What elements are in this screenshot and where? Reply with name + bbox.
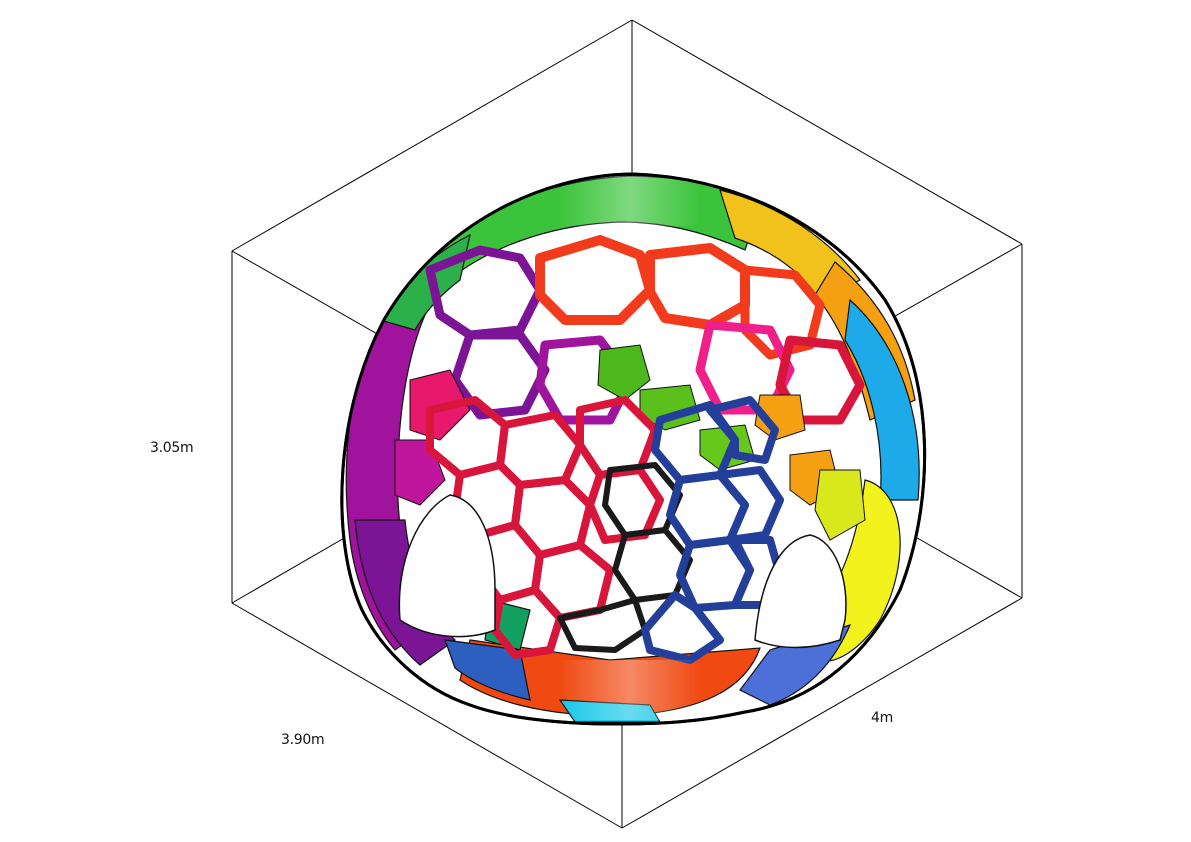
right-arch-opening	[754, 534, 847, 649]
bounding-box	[231, 19, 1023, 829]
width-dimension-label: 4m	[871, 710, 893, 726]
dome	[340, 172, 927, 726]
depth-dimension-label: 3.90m	[281, 732, 325, 748]
lattice-front-blue	[641, 396, 784, 664]
left-arch-opening	[398, 494, 496, 638]
height-dimension-label: 3.05m	[150, 440, 194, 456]
shell-highlight	[560, 176, 700, 720]
